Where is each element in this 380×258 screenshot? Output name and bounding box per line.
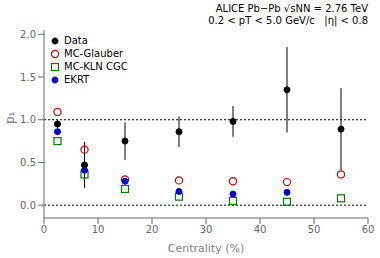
svg-text:40: 40 [254, 224, 267, 235]
svg-text:20: 20 [146, 224, 159, 235]
svg-text:p₁: p₁ [8, 111, 17, 124]
svg-text:50: 50 [308, 224, 321, 235]
svg-text:0.0: 0.0 [20, 200, 36, 211]
svg-text:1.0: 1.0 [20, 114, 36, 125]
svg-text:0: 0 [41, 224, 47, 235]
svg-text:30: 30 [200, 224, 213, 235]
html-text:MC-Glauber: MC-Glauber [64, 48, 124, 59]
html-text:Data: Data [64, 35, 88, 46]
html-text:MC-KLN CGC: MC-KLN CGC [64, 61, 128, 72]
svg-text:1.5: 1.5 [20, 72, 36, 83]
svg-text:2.0: 2.0 [20, 29, 36, 40]
svg-text:Centrality (%): Centrality (%) [168, 242, 244, 255]
html-text:EKRT: EKRT [64, 74, 90, 85]
html-text:ALICE Pb−Pb √sNN = 2.76 TeV: ALICE Pb−Pb √sNN = 2.76 TeV [215, 3, 368, 14]
svg-text:10: 10 [92, 224, 105, 235]
svg-text:60: 60 [362, 224, 372, 235]
svg-text:0.5: 0.5 [20, 157, 36, 168]
html-text:0.2 < pT < 5.0 GeV/c |η| < 0.8: 0.2 < pT < 5.0 GeV/c |η| < 0.8 [208, 15, 368, 26]
